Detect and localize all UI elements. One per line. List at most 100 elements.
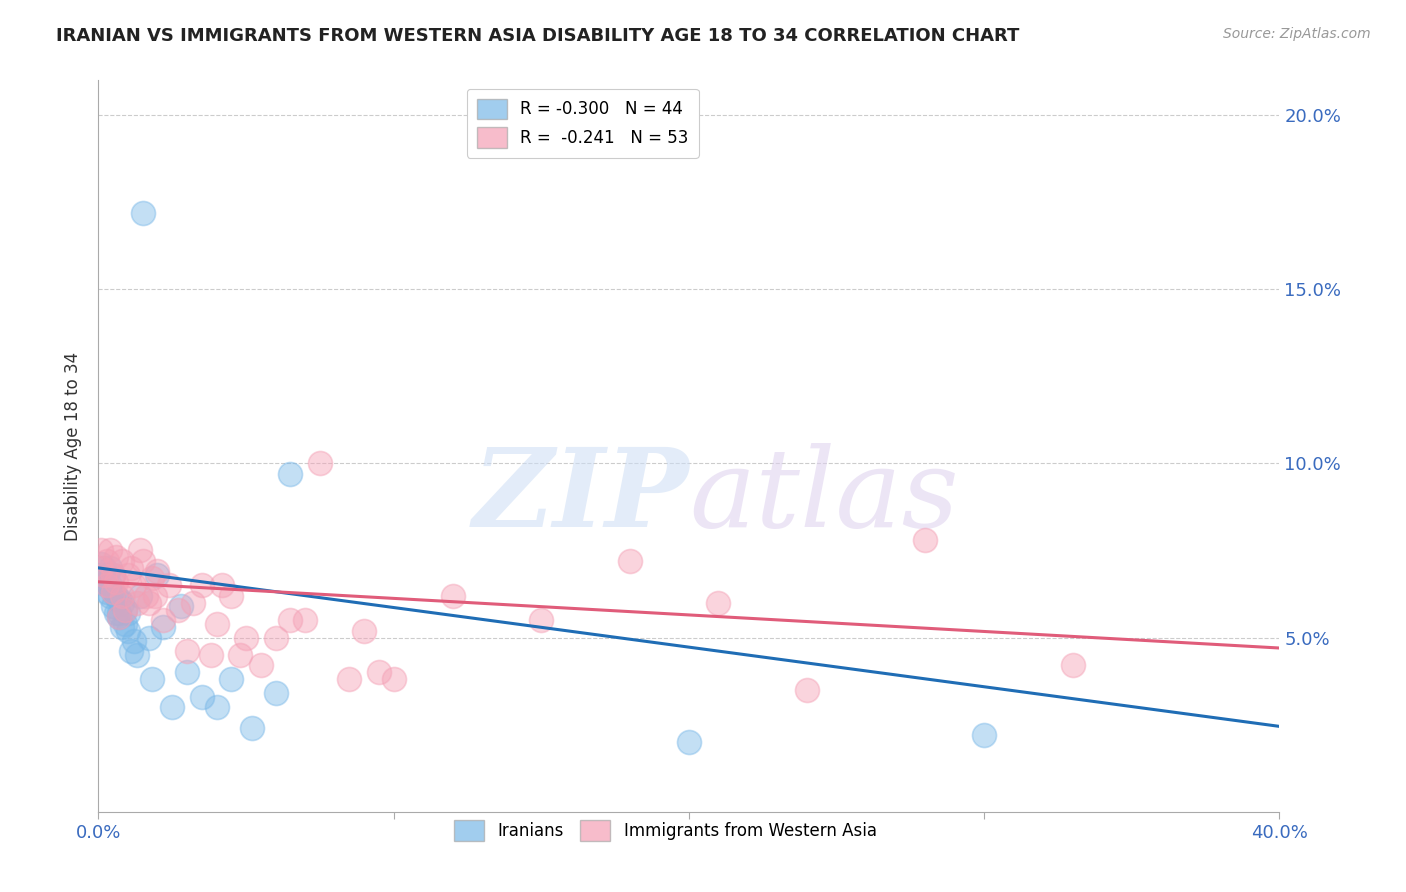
Point bbox=[339, 673, 361, 687]
Point bbox=[93, 574, 115, 589]
Point bbox=[105, 574, 128, 589]
Point bbox=[120, 644, 142, 658]
Point bbox=[117, 624, 139, 638]
Point bbox=[157, 578, 180, 592]
Point bbox=[122, 634, 145, 648]
Point bbox=[96, 578, 118, 592]
Point bbox=[90, 567, 112, 582]
Point bbox=[152, 613, 174, 627]
Point bbox=[108, 592, 131, 607]
Point bbox=[132, 205, 155, 219]
Point bbox=[128, 543, 150, 558]
Point bbox=[120, 561, 142, 575]
Point bbox=[264, 631, 287, 645]
Point bbox=[294, 613, 316, 627]
Point bbox=[176, 644, 198, 658]
Text: IRANIAN VS IMMIGRANTS FROM WESTERN ASIA DISABILITY AGE 18 TO 34 CORRELATION CHAR: IRANIAN VS IMMIGRANTS FROM WESTERN ASIA … bbox=[56, 27, 1019, 45]
Point bbox=[105, 550, 128, 565]
Point bbox=[280, 467, 302, 481]
Point bbox=[114, 603, 136, 617]
Point bbox=[353, 624, 375, 638]
Point bbox=[111, 589, 134, 603]
Point bbox=[170, 599, 193, 614]
Point bbox=[229, 648, 252, 662]
Point bbox=[146, 567, 169, 582]
Point bbox=[125, 596, 148, 610]
Point bbox=[98, 561, 121, 575]
Point bbox=[619, 554, 641, 568]
Point bbox=[146, 565, 169, 579]
Text: Source: ZipAtlas.com: Source: ZipAtlas.com bbox=[1223, 27, 1371, 41]
Point bbox=[111, 620, 134, 634]
Point bbox=[162, 700, 183, 714]
Point bbox=[280, 613, 302, 627]
Point bbox=[264, 686, 287, 700]
Point bbox=[309, 457, 332, 471]
Point bbox=[200, 648, 222, 662]
Point bbox=[96, 567, 118, 582]
Point bbox=[191, 690, 214, 704]
Point bbox=[98, 578, 121, 592]
Point bbox=[221, 673, 243, 687]
Point bbox=[105, 606, 128, 620]
Point bbox=[117, 567, 139, 582]
Point bbox=[211, 578, 233, 592]
Point bbox=[707, 596, 730, 610]
Legend: Iranians, Immigrants from Western Asia: Iranians, Immigrants from Western Asia bbox=[447, 814, 883, 847]
Point bbox=[103, 567, 125, 582]
Point bbox=[176, 665, 198, 680]
Point bbox=[152, 620, 174, 634]
Point bbox=[973, 728, 995, 742]
Point bbox=[93, 561, 115, 575]
Point bbox=[98, 543, 121, 558]
Point bbox=[117, 606, 139, 620]
Point bbox=[125, 648, 148, 662]
Point bbox=[191, 578, 214, 592]
Point bbox=[138, 596, 160, 610]
Point bbox=[122, 578, 145, 592]
Point bbox=[103, 567, 125, 582]
Point bbox=[93, 567, 115, 582]
Point bbox=[240, 721, 263, 735]
Text: ZIP: ZIP bbox=[472, 443, 689, 551]
Point bbox=[250, 658, 273, 673]
Point bbox=[114, 603, 136, 617]
Point bbox=[368, 665, 391, 680]
Point bbox=[98, 589, 121, 603]
Point bbox=[141, 571, 163, 585]
Point bbox=[114, 616, 136, 631]
Point bbox=[132, 554, 155, 568]
Point bbox=[103, 585, 125, 599]
Point bbox=[138, 631, 160, 645]
Point bbox=[796, 682, 818, 697]
Point bbox=[678, 735, 700, 749]
Point bbox=[111, 596, 134, 610]
Point bbox=[221, 589, 243, 603]
Y-axis label: Disability Age 18 to 34: Disability Age 18 to 34 bbox=[65, 351, 83, 541]
Point bbox=[914, 533, 936, 547]
Point bbox=[108, 609, 131, 624]
Point bbox=[135, 589, 157, 603]
Point bbox=[181, 596, 204, 610]
Point bbox=[111, 554, 134, 568]
Point bbox=[105, 589, 128, 603]
Point bbox=[96, 578, 118, 592]
Point bbox=[141, 673, 163, 687]
Point bbox=[235, 631, 257, 645]
Point bbox=[96, 585, 118, 599]
Point bbox=[90, 558, 112, 572]
Point bbox=[90, 543, 112, 558]
Point bbox=[205, 616, 228, 631]
Point bbox=[143, 589, 166, 603]
Point bbox=[382, 673, 405, 687]
Point bbox=[103, 599, 125, 614]
Point bbox=[103, 585, 125, 599]
Point bbox=[530, 613, 553, 627]
Point bbox=[167, 603, 190, 617]
Point bbox=[128, 589, 150, 603]
Point bbox=[205, 700, 228, 714]
Point bbox=[1062, 658, 1084, 673]
Point bbox=[441, 589, 464, 603]
Point bbox=[96, 554, 118, 568]
Point bbox=[90, 561, 112, 575]
